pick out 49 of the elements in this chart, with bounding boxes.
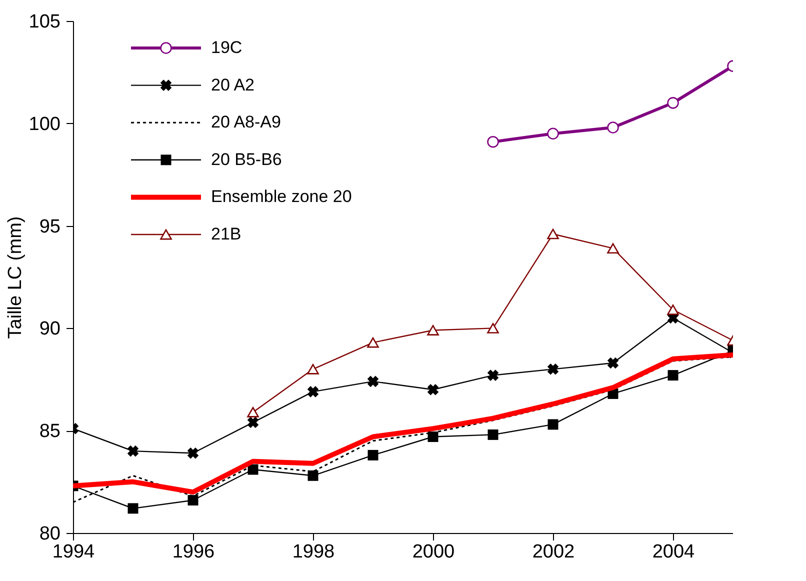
legend-label: 20 A8-A9 [211, 112, 281, 132]
point [307, 364, 319, 374]
point [547, 228, 559, 240]
x-tick-label: 1994 [52, 542, 96, 562]
point [428, 432, 438, 442]
point [307, 386, 319, 398]
point [487, 136, 499, 148]
point [367, 376, 379, 388]
point [488, 429, 498, 440]
legend-label: Ensemble zone 20 [211, 187, 352, 206]
point [607, 243, 619, 254]
point [248, 464, 258, 475]
legend-label: 19C [211, 38, 242, 57]
point [247, 406, 259, 418]
legend-label: 21B [211, 224, 242, 244]
point [487, 323, 499, 334]
point [367, 337, 379, 348]
point [547, 128, 559, 140]
point [547, 364, 559, 375]
point [427, 325, 439, 336]
point [427, 384, 439, 396]
y-tick-label: 95 [39, 216, 60, 238]
point [128, 503, 138, 514]
legend-label: 20 A2 [211, 75, 254, 94]
point [548, 419, 558, 430]
point [667, 97, 679, 109]
y-axis-title: Taille LC (mm) [4, 216, 26, 339]
y-tick-label: 85 [39, 421, 60, 442]
point [487, 370, 499, 381]
legend-label: 20 B5-B6 [211, 150, 282, 169]
point [308, 470, 318, 481]
x-tick-label: 2002 [532, 542, 575, 562]
point [607, 122, 619, 134]
point [668, 370, 678, 381]
point [607, 357, 619, 369]
x-tick-label: 1998 [292, 542, 335, 562]
x-tick-label: 2000 [412, 542, 455, 562]
x-tick-label: 1996 [172, 542, 215, 562]
y-tick-label: 90 [39, 318, 60, 340]
point [247, 416, 259, 428]
y-tick-label: 80 [39, 524, 60, 544]
y-tick-label: 105 [28, 12, 60, 32]
point [188, 494, 198, 506]
point [368, 450, 378, 460]
x-tick-label: 2004 [652, 542, 696, 562]
point [187, 447, 199, 459]
point [667, 304, 679, 315]
y-tick-label: 100 [28, 114, 60, 135]
point [127, 445, 139, 457]
